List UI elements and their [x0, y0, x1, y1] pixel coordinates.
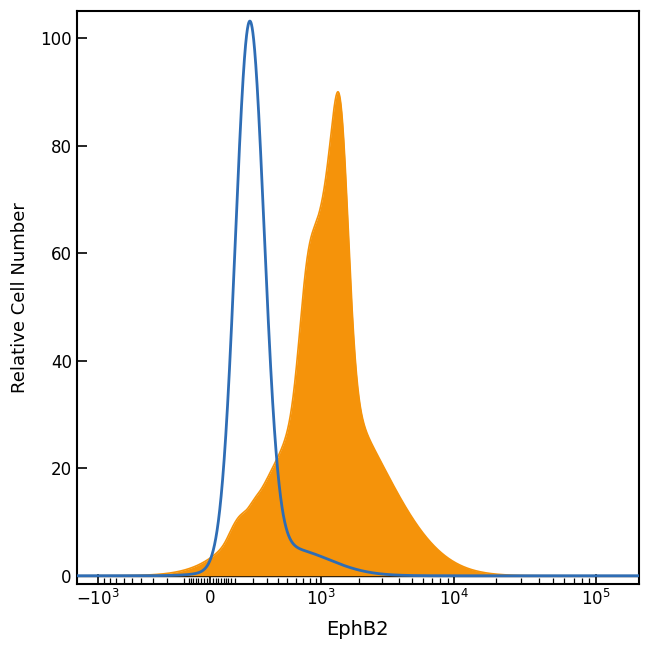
Y-axis label: Relative Cell Number: Relative Cell Number	[11, 202, 29, 393]
X-axis label: EphB2: EphB2	[326, 620, 389, 639]
